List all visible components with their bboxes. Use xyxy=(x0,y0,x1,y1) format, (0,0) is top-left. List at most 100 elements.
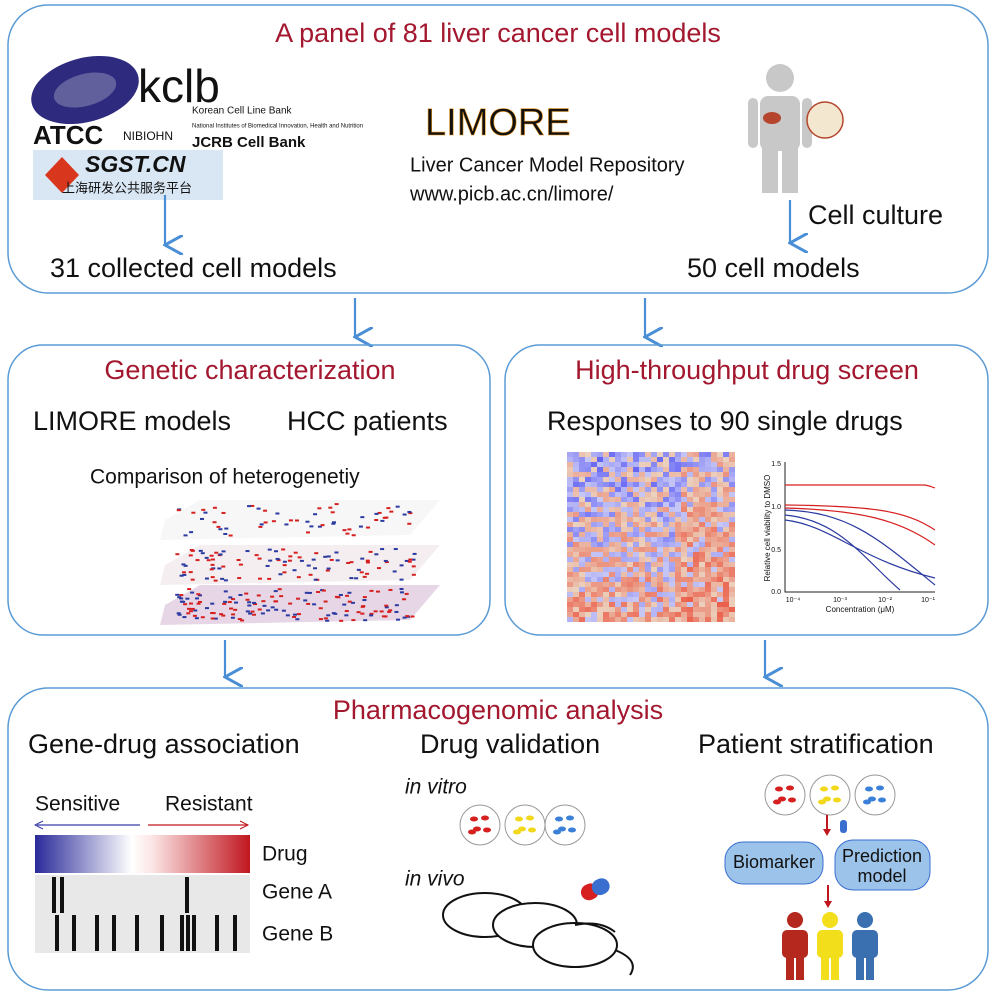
heatmap-cell xyxy=(263,509,268,512)
heatmap-cell xyxy=(633,537,639,542)
heatmap-cell xyxy=(651,502,657,507)
heatmap-cell xyxy=(699,597,705,602)
heatmap-cell xyxy=(609,602,615,607)
heatmap-cell xyxy=(657,542,663,547)
heatmap-cell xyxy=(717,562,723,567)
heatmap-cell xyxy=(567,537,573,542)
heatmap-cell xyxy=(675,517,681,522)
heatmap-cell xyxy=(711,507,717,512)
heatmap-cell xyxy=(223,600,228,603)
heatmap-cell xyxy=(675,507,681,512)
heatmap-cell xyxy=(567,562,573,567)
heatmap-cell xyxy=(711,557,717,562)
heatmap-cell xyxy=(681,452,687,457)
heatmap-cell xyxy=(275,512,280,515)
heatmap-cell xyxy=(365,559,370,562)
heatmap-cell xyxy=(405,615,410,618)
heatmap-cell xyxy=(389,510,394,513)
heatmap-cell xyxy=(591,492,597,497)
heatmap-cell xyxy=(203,511,208,514)
heatmap-cell xyxy=(633,582,639,587)
label: Resistant xyxy=(165,793,253,816)
label: Gene B xyxy=(262,923,333,946)
heatmap-cell xyxy=(376,567,381,570)
heatmap-cell xyxy=(651,612,657,617)
heatmap-cell xyxy=(237,577,242,580)
heatmap-cell xyxy=(633,602,639,607)
heatmap-cell xyxy=(711,472,717,477)
heatmap-cell xyxy=(699,572,705,577)
heatmap-cell xyxy=(591,512,597,517)
heatmap-cell xyxy=(585,592,591,597)
heatmap-cell xyxy=(411,558,416,561)
heatmap-cell xyxy=(663,562,669,567)
heatmap-cell xyxy=(687,537,693,542)
repo-full-name: Liver Cancer Model Repository xyxy=(410,154,685,176)
heatmap-cell xyxy=(214,551,219,554)
heatmap-cell xyxy=(681,482,687,487)
heatmap-cell xyxy=(233,608,238,611)
gene-bar xyxy=(233,915,237,951)
heatmap-cell xyxy=(651,542,657,547)
heatmap-cell xyxy=(681,592,687,597)
heatmap-cell xyxy=(621,472,627,477)
heatmap-cell xyxy=(699,457,705,462)
heatmap-cell xyxy=(567,522,573,527)
heatmap-cell xyxy=(250,610,255,613)
heatmap-cell xyxy=(585,572,591,577)
heatmap-cell xyxy=(597,457,603,462)
heatmap-cell xyxy=(627,562,633,567)
heatmap-cell xyxy=(681,512,687,517)
heatmap-cell xyxy=(567,452,573,457)
heatmap-cell xyxy=(621,492,627,497)
heatmap-cell xyxy=(579,567,585,572)
heatmap-cell xyxy=(221,550,226,553)
heatmap-cell xyxy=(294,519,299,522)
heatmap-cell xyxy=(669,587,675,592)
drug-heatmap xyxy=(567,452,735,622)
heatmap-cell xyxy=(633,577,639,582)
heatmap-cell xyxy=(356,611,361,614)
heatmap-cell xyxy=(693,502,699,507)
heatmap-cell xyxy=(699,527,705,532)
heatmap-cell xyxy=(567,572,573,577)
heatmap-cell xyxy=(325,619,330,622)
heatmap-cell xyxy=(699,467,705,472)
heatmap-cell xyxy=(681,527,687,532)
heatmap-cell xyxy=(621,502,627,507)
heatmap-cell xyxy=(573,492,579,497)
heatmap-cell xyxy=(621,592,627,597)
heatmap-cell xyxy=(651,512,657,517)
heatmap-cell xyxy=(567,607,573,612)
heatmap-cell xyxy=(663,607,669,612)
panel-title: Genetic characterization xyxy=(104,355,395,385)
heatmap-cell xyxy=(633,472,639,477)
heatmap-cell xyxy=(699,462,705,467)
drug-gradient xyxy=(35,835,250,873)
heatmap-cell xyxy=(723,507,729,512)
heatmap-cell xyxy=(603,527,609,532)
heatmap-cell xyxy=(579,512,585,517)
heatmap-cell xyxy=(270,606,275,609)
heatmap-cell xyxy=(188,602,193,605)
heatmap-cell xyxy=(645,547,651,552)
heatmap-cell xyxy=(263,521,268,524)
heatmap-cell xyxy=(663,582,669,587)
heatmap-cell xyxy=(633,477,639,482)
label: HCC patients xyxy=(287,406,448,436)
heatmap-cell xyxy=(639,487,645,492)
heatmap-cell xyxy=(254,554,259,557)
heatmap-cell xyxy=(347,591,352,594)
heatmap-cell xyxy=(717,527,723,532)
label: Cell culture xyxy=(808,200,943,230)
heatmap-cell xyxy=(579,497,585,502)
heatmap-cell xyxy=(693,477,699,482)
heatmap-cell xyxy=(705,572,711,577)
heatmap-cell xyxy=(395,505,400,508)
heatmap-cell xyxy=(723,617,729,622)
heatmap-cell xyxy=(609,507,615,512)
gene-bar xyxy=(72,915,76,951)
heatmap-cell xyxy=(256,594,261,597)
heatmap-cell xyxy=(609,582,615,587)
heatmap-cell xyxy=(693,492,699,497)
